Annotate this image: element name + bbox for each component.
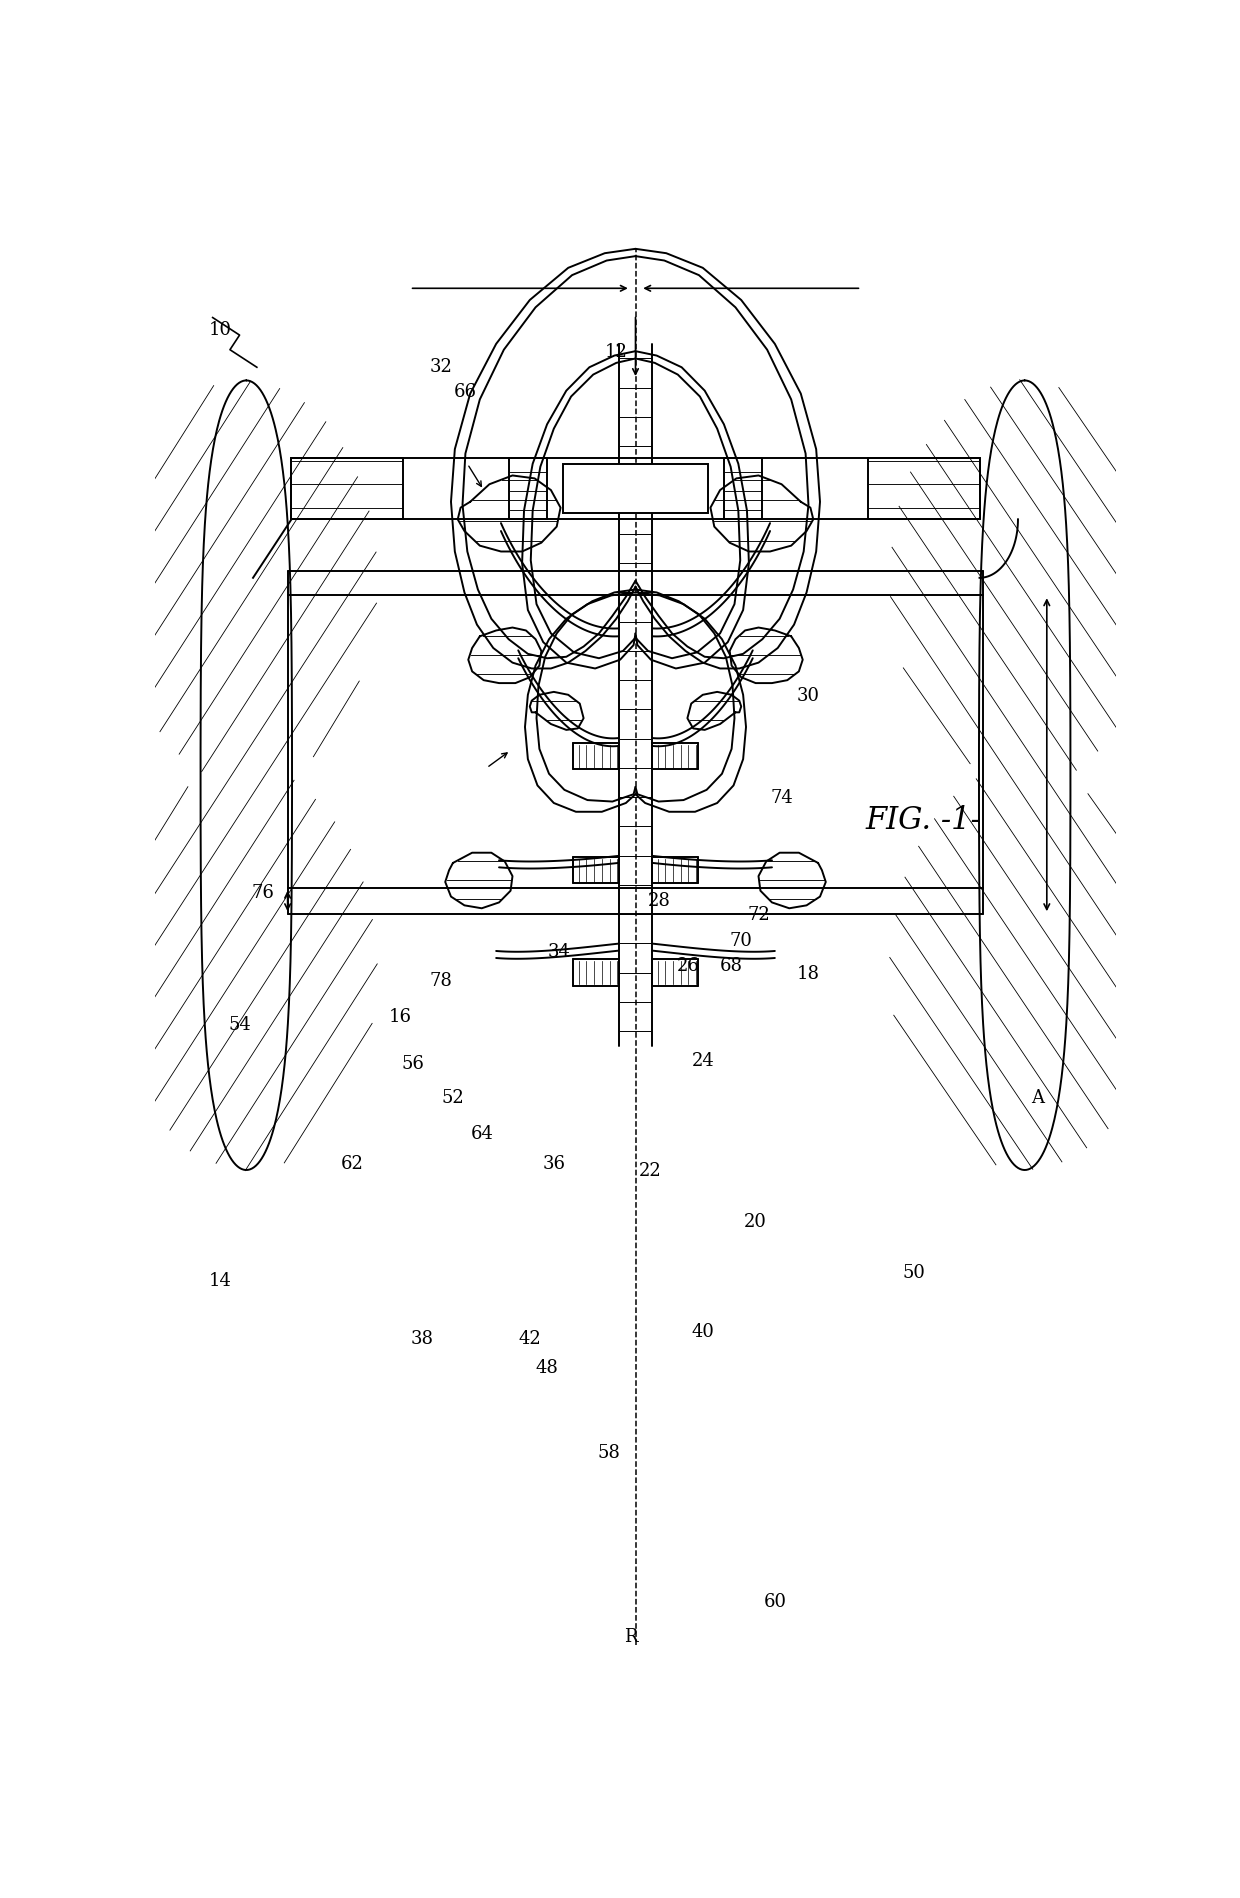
Text: 36: 36 — [542, 1154, 565, 1173]
Text: 62: 62 — [341, 1154, 363, 1173]
Text: 72: 72 — [748, 905, 770, 924]
Text: 70: 70 — [730, 932, 753, 949]
Text: 16: 16 — [388, 1008, 412, 1027]
Text: 54: 54 — [228, 1015, 250, 1033]
Text: 40: 40 — [692, 1323, 714, 1340]
Text: A: A — [1030, 1088, 1044, 1107]
Text: 74: 74 — [770, 790, 792, 807]
Text: 20: 20 — [744, 1213, 768, 1230]
Text: 28: 28 — [649, 890, 671, 909]
Text: 76: 76 — [252, 884, 274, 902]
Text: 22: 22 — [639, 1162, 661, 1179]
Text: 10: 10 — [208, 321, 232, 340]
Text: 24: 24 — [692, 1051, 714, 1070]
Text: 64: 64 — [470, 1126, 494, 1143]
Text: 42: 42 — [518, 1329, 541, 1348]
Text: 78: 78 — [430, 972, 453, 989]
Text: 60: 60 — [764, 1592, 786, 1611]
Text: 48: 48 — [536, 1359, 558, 1376]
Text: 32: 32 — [430, 357, 453, 376]
Text: 50: 50 — [903, 1264, 925, 1281]
Text: FIG. -1-: FIG. -1- — [866, 805, 982, 835]
Text: 66: 66 — [454, 383, 477, 400]
Text: 18: 18 — [797, 964, 820, 981]
Text: 12: 12 — [605, 344, 627, 361]
Text: 56: 56 — [401, 1055, 424, 1072]
Text: 34: 34 — [547, 941, 570, 960]
Text: 52: 52 — [441, 1088, 464, 1107]
Text: 58: 58 — [598, 1444, 620, 1461]
Text: 30: 30 — [797, 687, 820, 704]
Text: 68: 68 — [720, 957, 743, 976]
Bar — [563, 465, 708, 514]
Text: 14: 14 — [208, 1272, 232, 1289]
Text: 26: 26 — [677, 957, 699, 976]
Text: 38: 38 — [410, 1329, 434, 1348]
Text: R: R — [624, 1628, 637, 1646]
